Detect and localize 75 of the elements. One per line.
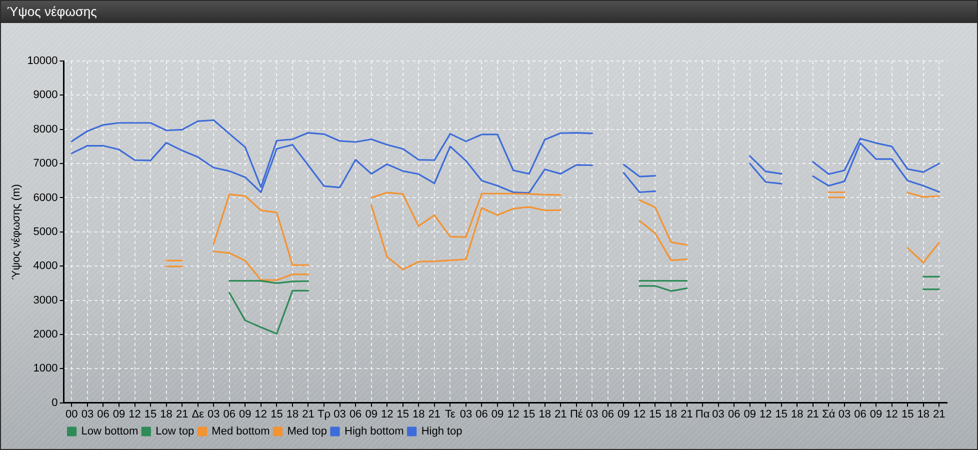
legend-label: Med top xyxy=(287,426,328,438)
x-tick-label: 15 xyxy=(901,408,914,420)
y-tick-label: 1000 xyxy=(33,362,58,375)
x-tick-label: Πα xyxy=(695,408,710,420)
x-tick-label: 09 xyxy=(870,408,882,420)
x-tick-label: 03 xyxy=(81,408,94,420)
x-tick-label: 12 xyxy=(254,408,268,420)
x-tick-label: Δε xyxy=(192,408,204,420)
x-tick-label: Τε xyxy=(444,408,456,420)
x-tick-label: 09 xyxy=(618,408,630,420)
x-tick-label: 15 xyxy=(396,408,410,420)
y-axis-title: Ύψος νέφωσης (m) xyxy=(10,184,23,280)
x-tick-label: 03 xyxy=(334,408,346,420)
y-tick-label: 9000 xyxy=(33,89,58,102)
x-tick-label: 21 xyxy=(176,408,188,420)
x-tick-label: Πέ xyxy=(570,408,583,420)
x-tick-label: 15 xyxy=(270,408,283,420)
y-tick-label: 10000 xyxy=(27,55,58,68)
legend-label: Low top xyxy=(156,426,194,438)
x-tick-label: 12 xyxy=(886,408,898,420)
x-tick-label: 03 xyxy=(712,408,724,420)
x-tick-label: 09 xyxy=(239,408,252,420)
x-tick-label: 09 xyxy=(491,408,504,420)
x-tick-label: 21 xyxy=(680,408,693,420)
x-tick-label: 21 xyxy=(302,408,314,420)
x-tick-label: 18 xyxy=(791,408,804,420)
x-tick-label: 18 xyxy=(412,408,425,420)
chart-title: Ύψος νέφωσης xyxy=(1,1,977,23)
x-tick-label: 03 xyxy=(460,408,472,420)
x-tick-label: 12 xyxy=(633,408,646,420)
x-tick-label: 15 xyxy=(775,408,788,420)
x-tick-label: 12 xyxy=(380,408,394,420)
y-tick-label: 6000 xyxy=(33,192,58,204)
x-tick-label: 09 xyxy=(112,408,126,420)
x-tick-label: 15 xyxy=(522,408,536,420)
y-tick-label: 4000 xyxy=(33,260,58,272)
x-tick-label: 18 xyxy=(917,408,930,420)
legend-label: Low bottom xyxy=(81,426,138,438)
y-tick-label: 2000 xyxy=(33,328,58,340)
x-tick-label: 09 xyxy=(365,408,378,420)
legend-label: High bottom xyxy=(344,426,404,438)
x-tick-label: 06 xyxy=(97,408,110,420)
y-tick-label: 0 xyxy=(52,396,58,409)
x-tick-label: 15 xyxy=(144,408,157,420)
x-tick-label: 18 xyxy=(664,408,678,420)
x-tick-label: Τρ xyxy=(318,408,331,420)
x-tick-label: 03 xyxy=(207,408,220,420)
x-tick-label: 18 xyxy=(160,408,172,420)
x-tick-label: 00 xyxy=(66,408,78,420)
y-tick-label: 5000 xyxy=(33,226,58,238)
legend-label: High top xyxy=(421,426,462,438)
x-tick-label: 06 xyxy=(476,408,488,420)
x-tick-label: 18 xyxy=(286,408,299,420)
y-tick-label: 3000 xyxy=(33,294,58,306)
x-tick-label: 12 xyxy=(507,408,520,420)
x-tick-label: 21 xyxy=(806,408,820,420)
x-tick-label: 06 xyxy=(349,408,362,420)
x-tick-label: 21 xyxy=(428,408,441,420)
legend-label: Med bottom xyxy=(212,426,270,438)
x-tick-label: 21 xyxy=(932,408,946,420)
x-tick-label: 06 xyxy=(728,408,740,420)
x-tick-label: Σά xyxy=(822,408,836,420)
x-tick-label: 06 xyxy=(223,408,236,420)
x-tick-label: 21 xyxy=(554,408,567,420)
x-tick-label: 03 xyxy=(838,408,851,420)
x-tick-label: 03 xyxy=(586,408,598,420)
x-tick-label: 18 xyxy=(538,408,551,420)
y-tick-label: 7000 xyxy=(33,158,58,170)
x-tick-label: 09 xyxy=(744,408,756,420)
x-tick-label: 06 xyxy=(602,408,614,420)
x-tick-label: 12 xyxy=(760,408,772,420)
x-tick-label: 12 xyxy=(128,408,141,420)
x-tick-label: 06 xyxy=(854,408,866,420)
y-tick-label: 8000 xyxy=(33,123,58,136)
x-tick-label: 15 xyxy=(649,408,662,420)
